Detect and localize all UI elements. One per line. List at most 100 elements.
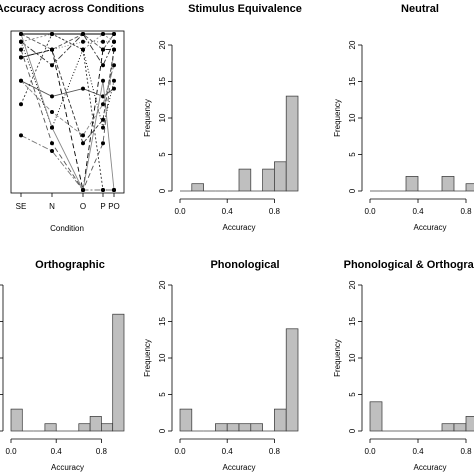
- x-tick-label: 0.4: [412, 447, 424, 456]
- x-tick-label: 0.0: [5, 447, 17, 456]
- x-tick-label: 0.8: [460, 447, 472, 456]
- histogram-bar: [191, 183, 204, 192]
- data-point: [101, 117, 105, 122]
- y-axis-label: Frequency: [333, 99, 342, 137]
- panel-title: Neutral: [401, 3, 439, 15]
- data-point: [101, 32, 105, 36]
- plot-frame: [10, 30, 125, 194]
- data-point: [101, 39, 105, 44]
- series-line: [20, 41, 115, 129]
- data-point: [50, 63, 54, 68]
- y-tick-label: 5: [158, 392, 167, 397]
- y-axis-label: Frequency: [143, 339, 152, 377]
- panel-title: Phonological & Orthographic: [344, 259, 474, 271]
- x-tick-label: P: [100, 202, 105, 211]
- y-tick-label: 20: [158, 40, 167, 49]
- series-line: [20, 65, 115, 137]
- data-point: [81, 32, 85, 36]
- x-tick-label: 0.8: [460, 207, 472, 216]
- x-tick-label: 0.4: [222, 207, 234, 216]
- x-tick-label: 0.0: [174, 207, 186, 216]
- histogram-bar: [226, 423, 240, 432]
- data-point: [19, 55, 23, 60]
- y-tick-label: 20: [348, 40, 357, 49]
- x-tick-label: 0.8: [269, 207, 281, 216]
- data-point: [112, 39, 116, 44]
- histogram-bar: [250, 423, 263, 432]
- y-tick-label: 5: [348, 152, 357, 157]
- y-tick-label: 10: [348, 113, 357, 122]
- y-tick-label: 10: [348, 353, 357, 362]
- data-point: [50, 125, 54, 130]
- data-point: [112, 188, 116, 192]
- y-tick-label: 0: [158, 428, 167, 433]
- data-point: [19, 102, 23, 107]
- data-point: [101, 188, 105, 192]
- histogram-bar: [238, 423, 252, 432]
- y-tick-label: 20: [348, 280, 357, 289]
- histogram-bar: [285, 95, 299, 192]
- histogram-bar: [465, 183, 474, 192]
- x-tick-label: 0.0: [364, 207, 376, 216]
- y-axis-label: Frequency: [143, 99, 152, 137]
- histogram-bar: [44, 423, 57, 432]
- data-point: [50, 32, 54, 36]
- data-point: [81, 141, 85, 146]
- series-line: [20, 33, 115, 51]
- histogram-bar: [101, 423, 114, 432]
- y-tick-label: 15: [348, 77, 357, 86]
- series-line: [20, 49, 114, 191]
- data-point: [101, 78, 105, 83]
- y-tick-label: 20: [158, 280, 167, 289]
- histogram-bar: [453, 423, 467, 432]
- histogram-bar: [441, 423, 455, 432]
- panel-title: Orthographic: [35, 259, 105, 271]
- data-point: [101, 63, 105, 68]
- histogram-bar: [10, 408, 23, 432]
- data-point: [101, 125, 105, 130]
- histogram-bar: [215, 423, 228, 432]
- data-point: [81, 39, 85, 44]
- data-point: [81, 47, 85, 52]
- x-tick-label: PO: [108, 202, 120, 211]
- series-line: [20, 134, 114, 191]
- histogram-panel: Orthographic05101520Frequency0.00.40.8Ac…: [0, 259, 125, 472]
- y-tick-label: 0: [348, 188, 357, 193]
- y-tick-label: 10: [158, 353, 167, 362]
- data-point: [112, 32, 116, 36]
- histogram-bar: [285, 328, 299, 432]
- y-tick-label: 0: [348, 428, 357, 433]
- x-axis-label: Condition: [50, 224, 84, 233]
- y-tick-label: 5: [348, 392, 357, 397]
- histogram-bar: [78, 423, 91, 432]
- x-tick-label: 0.8: [96, 447, 108, 456]
- panel-title: Accuracy across Conditions: [0, 3, 144, 15]
- histogram-panel: Neutral 0 5 10 15 20 Frequency 0.0 0.4 0.8 Accurac…: [333, 3, 474, 232]
- panel-title: Stimulus Equivalence: [188, 3, 302, 15]
- histogram-bar: [238, 168, 252, 192]
- series-line: [20, 33, 115, 67]
- x-tick-label: N: [49, 202, 55, 211]
- y-axis-label: Frequency: [333, 339, 342, 377]
- x-axis-label: Accuracy: [223, 463, 256, 472]
- x-axis-label: Accuracy: [414, 463, 447, 472]
- x-axis-label: Accuracy: [414, 223, 447, 232]
- data-point: [19, 133, 23, 138]
- data-point: [50, 47, 54, 52]
- histogram-bar: [179, 408, 193, 432]
- data-point: [50, 149, 54, 153]
- y-tick-label: 15: [158, 317, 167, 326]
- histogram-bar: [274, 408, 287, 432]
- y-tick-label: 15: [348, 317, 357, 326]
- data-point: [112, 47, 116, 52]
- data-point: [81, 188, 85, 192]
- histogram-bar: [441, 176, 455, 192]
- histogram-panel: Stimulus Equivalence 0 5 10 15 20 Frequency 0.0…: [143, 3, 302, 232]
- histogram-panel: Phonological & Orthographic 0 5 10 15 20 Frequ…: [333, 259, 474, 472]
- data-point: [19, 32, 23, 36]
- x-tick-label: 0.8: [269, 447, 281, 456]
- histogram-bar: [89, 416, 102, 432]
- x-axis-label: Accuracy: [51, 463, 84, 472]
- histogram-panel: Phonological 0 5 10 15 20 Frequency 0.0 0.4 0.8 Ac…: [143, 259, 299, 472]
